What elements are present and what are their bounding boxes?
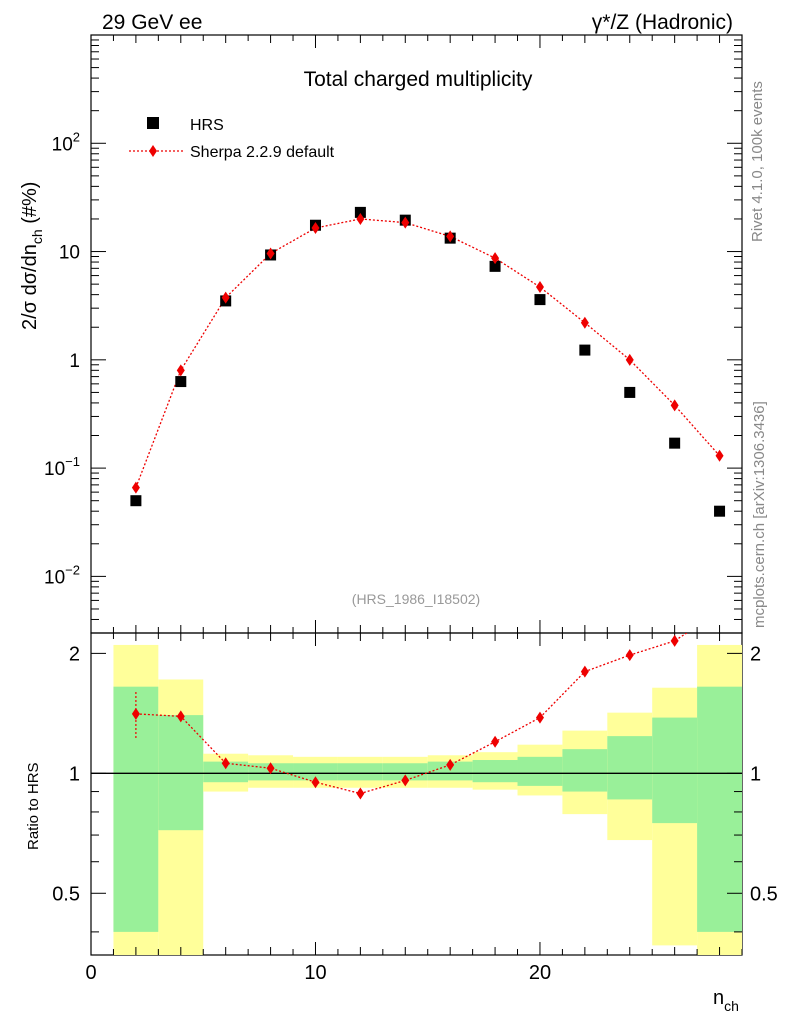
axis-ticks xyxy=(90,35,743,955)
x-axis-label: nch xyxy=(713,987,739,1014)
band-inner xyxy=(293,763,338,781)
ratio-point xyxy=(311,776,320,789)
sherpa-point xyxy=(221,291,230,304)
legend-hrs-marker xyxy=(147,117,159,129)
sherpa-point xyxy=(625,353,634,366)
sherpa-point xyxy=(266,247,275,260)
hrs-point xyxy=(579,344,591,356)
sherpa-point xyxy=(356,212,365,225)
sherpa-point xyxy=(715,449,724,462)
ratio-line xyxy=(135,633,688,795)
ratio-point xyxy=(401,774,410,787)
ratio-point xyxy=(176,710,185,723)
y-tick-label: 1 xyxy=(69,351,80,372)
legend-sherpa-label: Sherpa 2.2.9 default xyxy=(190,144,335,161)
hrs-point xyxy=(354,206,366,218)
y-tick-label: 10−2 xyxy=(44,562,80,588)
ratio-tick-label-left: 0.5 xyxy=(52,883,80,905)
sherpa-point xyxy=(670,399,679,412)
band-inner xyxy=(517,756,563,786)
band-inner xyxy=(113,686,159,932)
watermark: (HRS_1986_I18502) xyxy=(352,591,480,607)
legend: HRS Sherpa 2.2.9 default xyxy=(129,117,335,161)
x-tick-label: 20 xyxy=(529,962,551,984)
ratio-point xyxy=(535,711,544,724)
band-inner xyxy=(203,761,249,783)
ratio-point xyxy=(356,787,365,800)
x-tick-label: 0 xyxy=(85,962,96,984)
legend-sherpa-marker xyxy=(149,145,157,157)
sherpa-point xyxy=(176,364,185,377)
band-inner xyxy=(562,749,608,792)
sherpa-point xyxy=(491,252,500,265)
ratio-point xyxy=(491,735,500,748)
axis-tick-labels: 0 10 20 10−2 10−1 1 10 102 0.5 0.5 1 1 2 2 xyxy=(44,129,778,984)
ratio-series xyxy=(131,605,724,800)
hrs-point xyxy=(534,294,546,306)
ratio-point xyxy=(221,757,230,770)
ratio-tick-label-right: 2 xyxy=(750,643,761,665)
main-series xyxy=(130,206,726,517)
band-inner xyxy=(652,717,698,824)
ratio-tick-label-right: 0.5 xyxy=(750,883,778,905)
sherpa-line xyxy=(135,218,721,488)
y-tick-label: 10 xyxy=(59,243,80,264)
chart-title: Total charged multiplicity xyxy=(304,68,533,91)
hrs-point xyxy=(489,260,501,272)
legend-hrs-label: HRS xyxy=(190,117,224,134)
hrs-point xyxy=(130,495,142,507)
sherpa-point xyxy=(580,316,589,329)
hrs-point xyxy=(175,376,187,388)
ratio-point xyxy=(670,634,679,647)
hrs-point xyxy=(714,505,726,517)
x-tick-label: 10 xyxy=(304,962,326,984)
ratio-tick-label-left: 2 xyxy=(69,643,80,665)
band-inner xyxy=(337,763,383,781)
ratio-point xyxy=(716,605,724,617)
band-inner xyxy=(427,761,473,781)
ratio-point xyxy=(446,758,455,771)
sherpa-point xyxy=(446,230,455,243)
ratio-tick-label-right: 1 xyxy=(750,763,761,785)
sherpa-point xyxy=(311,222,320,235)
sherpa-point xyxy=(131,481,140,494)
y-tick-label: 10−1 xyxy=(44,454,80,480)
band-inner xyxy=(697,686,742,932)
hrs-point xyxy=(669,437,681,449)
band-inner xyxy=(382,763,428,781)
y-axis-label-ratio: Ratio to HRS xyxy=(25,762,42,850)
ratio-bands xyxy=(113,644,742,955)
header-left: 29 GeV ee xyxy=(102,11,202,34)
ratio-point xyxy=(266,762,275,775)
ratio-point xyxy=(580,665,589,678)
side-text-mcplots: mcplots.cern.ch [arXiv:1306.3436] xyxy=(751,401,768,628)
hrs-point xyxy=(624,386,636,398)
band-inner xyxy=(472,760,518,783)
ratio-point xyxy=(131,707,140,720)
y-tick-label: 102 xyxy=(52,129,80,155)
band-inner xyxy=(158,715,204,831)
y-axis-label-main: 2/σ dσ/dnch (#%) xyxy=(19,182,45,330)
sherpa-point xyxy=(535,281,544,294)
band-inner xyxy=(607,736,653,800)
main-plot-frame xyxy=(90,34,743,634)
side-text-rivet: Rivet 4.1.0, 100k events xyxy=(749,81,766,242)
ratio-clip-group xyxy=(131,605,724,800)
header-right: γ*/Z (Hadronic) xyxy=(592,11,733,34)
sherpa-point xyxy=(401,216,410,229)
ratio-tick-label-left: 1 xyxy=(69,763,80,785)
ratio-point xyxy=(625,649,634,662)
